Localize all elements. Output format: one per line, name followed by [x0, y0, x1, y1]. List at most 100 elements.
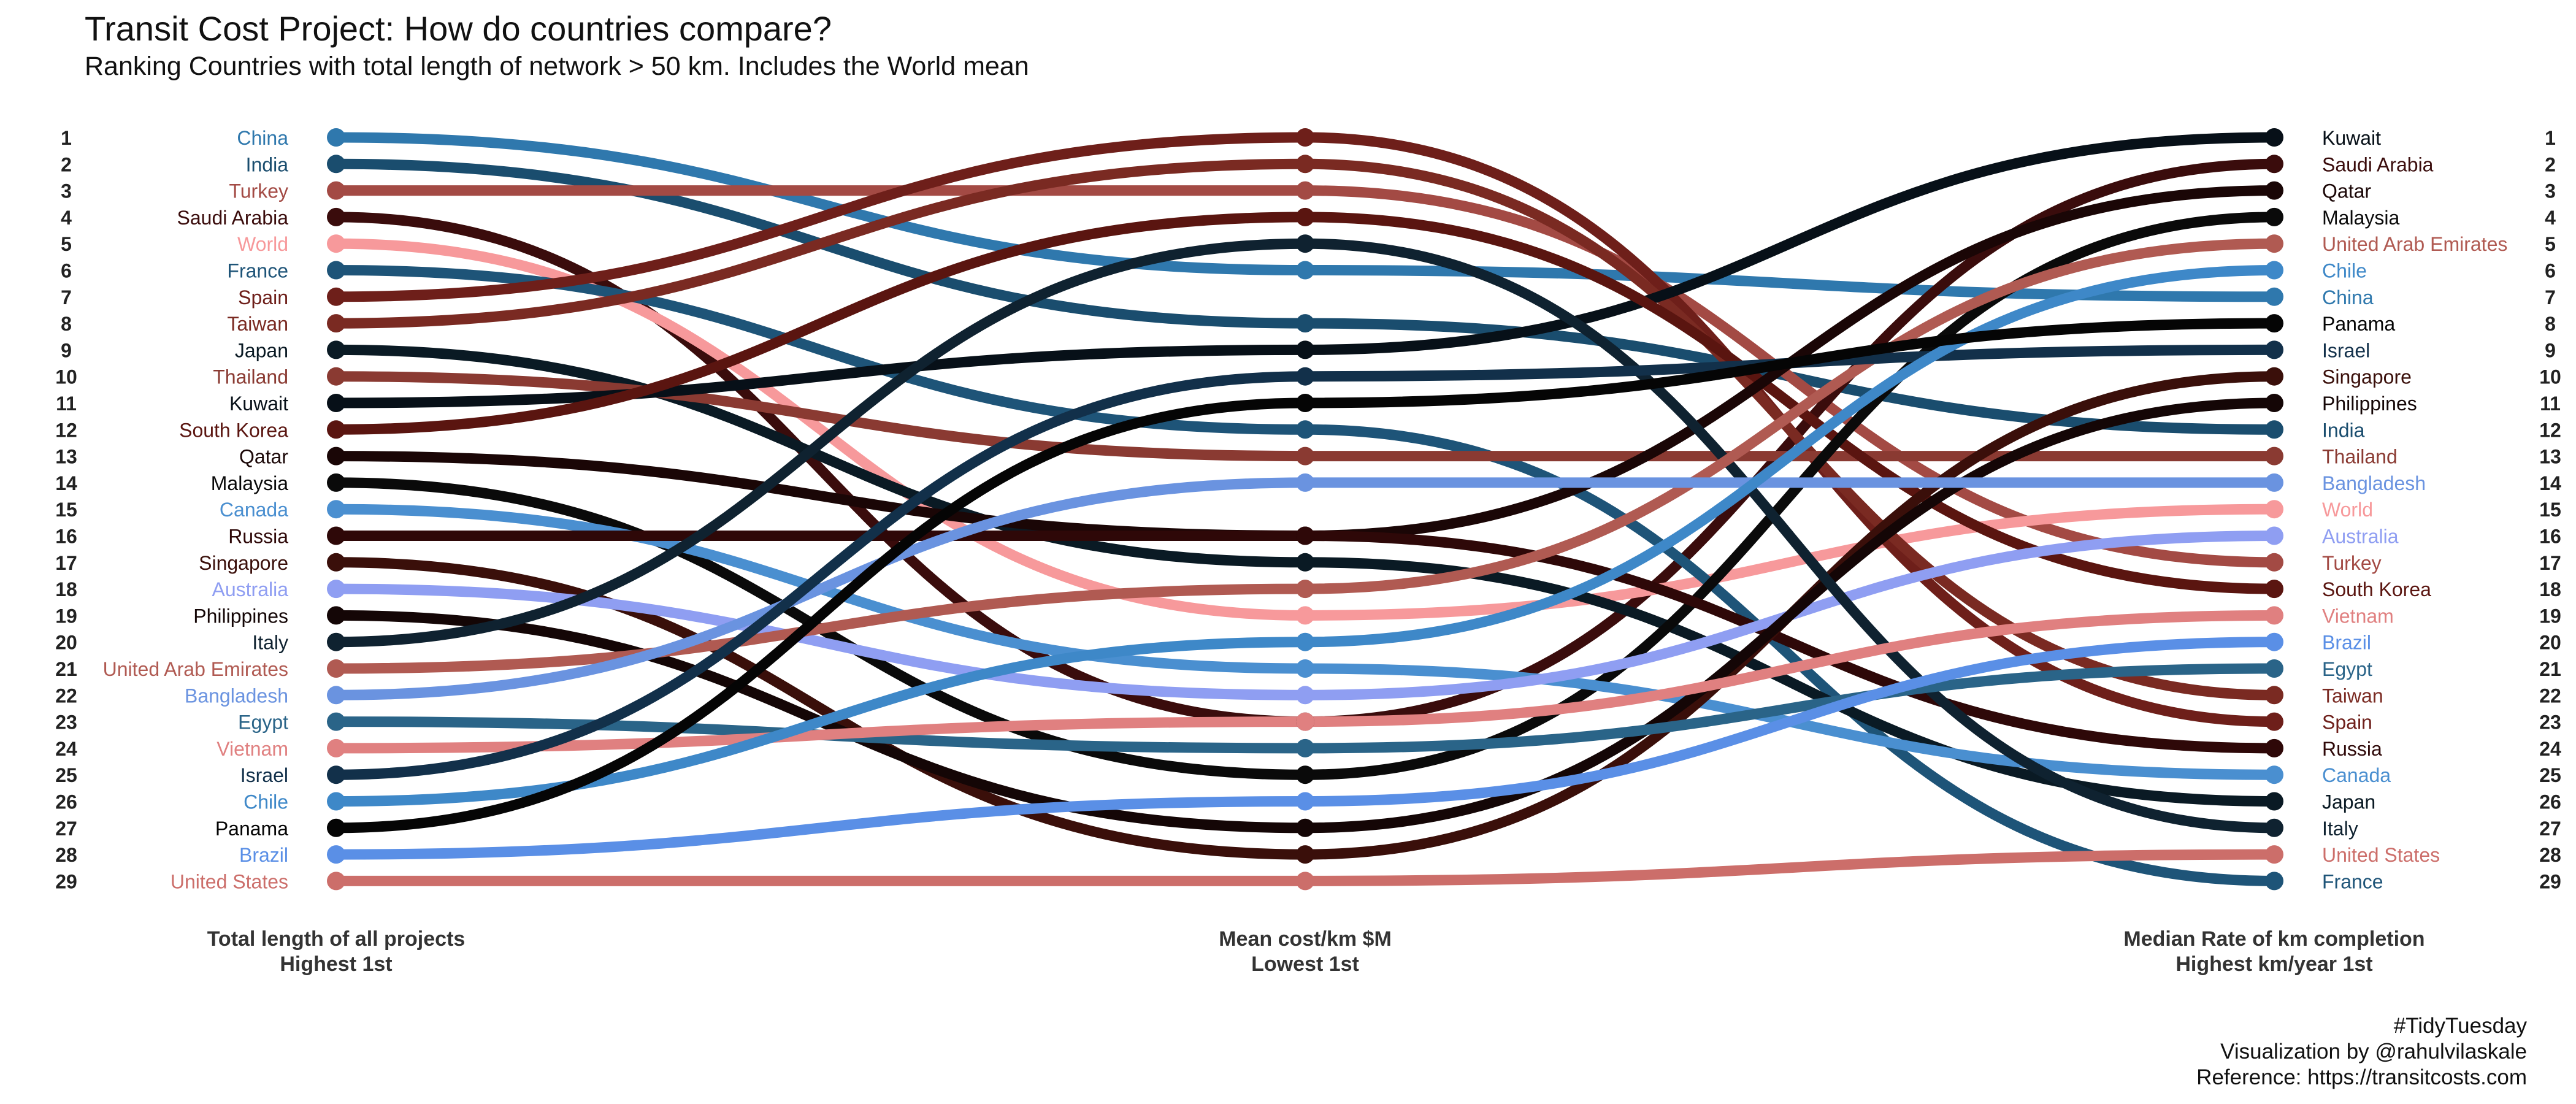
point-egypt-1 — [327, 712, 345, 731]
rank-number-left: 27 — [55, 818, 77, 840]
left-label-qatar: Qatar — [239, 446, 288, 468]
left-label-egypt: Egypt — [238, 711, 288, 734]
left-label-bangladesh: Bangladesh — [185, 684, 288, 707]
line-united-arab-emirates-2 — [1300, 238, 2280, 594]
line-egypt-2 — [1300, 663, 2280, 754]
caption-author: Visualization by @rahulvilaskale — [2220, 1040, 2527, 1064]
axis-label-1: Total length of all projects — [207, 927, 466, 951]
axis-sublabel-2: Lowest 1st — [1251, 953, 1359, 976]
rank-number-right: 7 — [2545, 286, 2556, 309]
point-italy-1 — [327, 632, 345, 651]
point-vietnam-3 — [2265, 606, 2283, 625]
point-kuwait-1 — [327, 394, 345, 412]
rank-number-left: 17 — [55, 552, 77, 574]
point-france-1 — [327, 261, 345, 280]
rank-number-left: 4 — [61, 207, 72, 229]
right-label-qatar: Qatar — [2322, 180, 2371, 202]
line-italy-1 — [331, 238, 1311, 648]
point-taiwan-2 — [1296, 155, 1314, 174]
point-india-3 — [2265, 420, 2283, 439]
line-south-korea-2 — [1300, 212, 2280, 594]
left-label-malaysia: Malaysia — [211, 472, 288, 494]
line-panama-1 — [331, 397, 1311, 834]
line-kuwait-2 — [1300, 132, 2280, 355]
left-label-israel: Israel — [240, 764, 288, 786]
left-label-turkey: Turkey — [229, 180, 288, 202]
right-label-spain: Spain — [2322, 711, 2372, 734]
line-taiwan-1 — [331, 158, 1311, 329]
point-taiwan-3 — [2265, 686, 2283, 705]
axis-label-3: Median Rate of km completion — [2123, 927, 2425, 951]
axis-label-2: Mean cost/km $M — [1219, 927, 1392, 951]
point-france-2 — [1296, 420, 1314, 439]
rank-number-left: 25 — [55, 764, 77, 786]
left-label-united-states: United States — [171, 870, 288, 892]
line-world-2 — [1300, 504, 2280, 621]
rank-number-left: 8 — [61, 313, 72, 335]
rank-number-left: 2 — [61, 153, 72, 175]
rank-number-left: 24 — [55, 738, 77, 760]
point-india-1 — [327, 155, 345, 174]
point-malaysia-2 — [1296, 765, 1314, 784]
point-world-3 — [2265, 500, 2283, 519]
rank-number-right: 15 — [2539, 499, 2561, 521]
line-chile-1 — [331, 637, 1311, 807]
line-japan-1 — [331, 344, 1311, 568]
point-turkey-3 — [2265, 553, 2283, 572]
left-label-india: India — [246, 153, 289, 175]
left-label-italy: Italy — [252, 632, 288, 654]
left-label-china: China — [237, 127, 288, 149]
point-japan-1 — [327, 340, 345, 359]
rank-number-right: 10 — [2539, 366, 2561, 388]
point-turkey-2 — [1296, 181, 1314, 200]
axis-sublabel-3: Highest km/year 1st — [2175, 953, 2372, 976]
left-label-australia: Australia — [212, 578, 289, 600]
point-philippines-1 — [327, 606, 345, 625]
point-singapore-3 — [2265, 367, 2283, 386]
point-kuwait-2 — [1296, 340, 1314, 359]
point-egypt-2 — [1296, 738, 1314, 757]
rank-number-left: 13 — [55, 446, 77, 468]
right-label-russia: Russia — [2322, 738, 2382, 760]
right-label-chile: Chile — [2322, 260, 2367, 282]
point-brazil-2 — [1296, 792, 1314, 811]
rank-number-right: 25 — [2539, 764, 2561, 786]
point-russia-2 — [1296, 526, 1314, 545]
right-label-philippines: Philippines — [2322, 393, 2417, 415]
left-label-saudi-arabia: Saudi Arabia — [177, 207, 289, 229]
point-china-2 — [1296, 261, 1314, 280]
right-label-israel: Israel — [2322, 339, 2370, 361]
caption: #TidyTuesday Visualization by @rahulvila… — [2196, 1013, 2527, 1091]
left-label-philippines: Philippines — [193, 605, 288, 627]
left-label-south-korea: South Korea — [179, 419, 288, 441]
line-kuwait-1 — [331, 344, 1311, 408]
point-united-arab-emirates-1 — [327, 659, 345, 678]
point-chile-3 — [2265, 261, 2283, 280]
point-spain-1 — [327, 287, 345, 306]
rank-number-left: 7 — [61, 286, 72, 309]
left-label-singapore: Singapore — [199, 552, 288, 574]
point-malaysia-1 — [327, 473, 345, 492]
right-label-japan: Japan — [2322, 791, 2375, 813]
point-thailand-3 — [2265, 447, 2283, 466]
rank-number-left: 26 — [55, 791, 77, 813]
axis-sublabel-1: Highest 1st — [280, 953, 392, 976]
line-united-states-2 — [1300, 849, 2280, 886]
rank-number-left: 18 — [55, 578, 77, 600]
rank-number-left: 1 — [61, 127, 72, 149]
point-saudi-arabia-1 — [327, 207, 345, 226]
left-label-japan: Japan — [235, 339, 288, 361]
chart-title: Transit Cost Project: How do countries c… — [85, 9, 832, 48]
rank-number-left: 28 — [55, 844, 77, 866]
rank-number-right: 8 — [2545, 313, 2556, 335]
left-label-spain: Spain — [238, 286, 288, 309]
rank-number-right: 16 — [2539, 526, 2561, 548]
point-singapore-1 — [327, 553, 345, 572]
right-label-south-korea: South Korea — [2322, 578, 2431, 600]
point-saudi-arabia-3 — [2265, 155, 2283, 174]
point-china-1 — [327, 128, 345, 147]
rank-number-left: 29 — [55, 870, 77, 892]
right-label-canada: Canada — [2322, 764, 2391, 786]
right-label-singapore: Singapore — [2322, 366, 2412, 388]
right-label-australia: Australia — [2322, 526, 2399, 548]
